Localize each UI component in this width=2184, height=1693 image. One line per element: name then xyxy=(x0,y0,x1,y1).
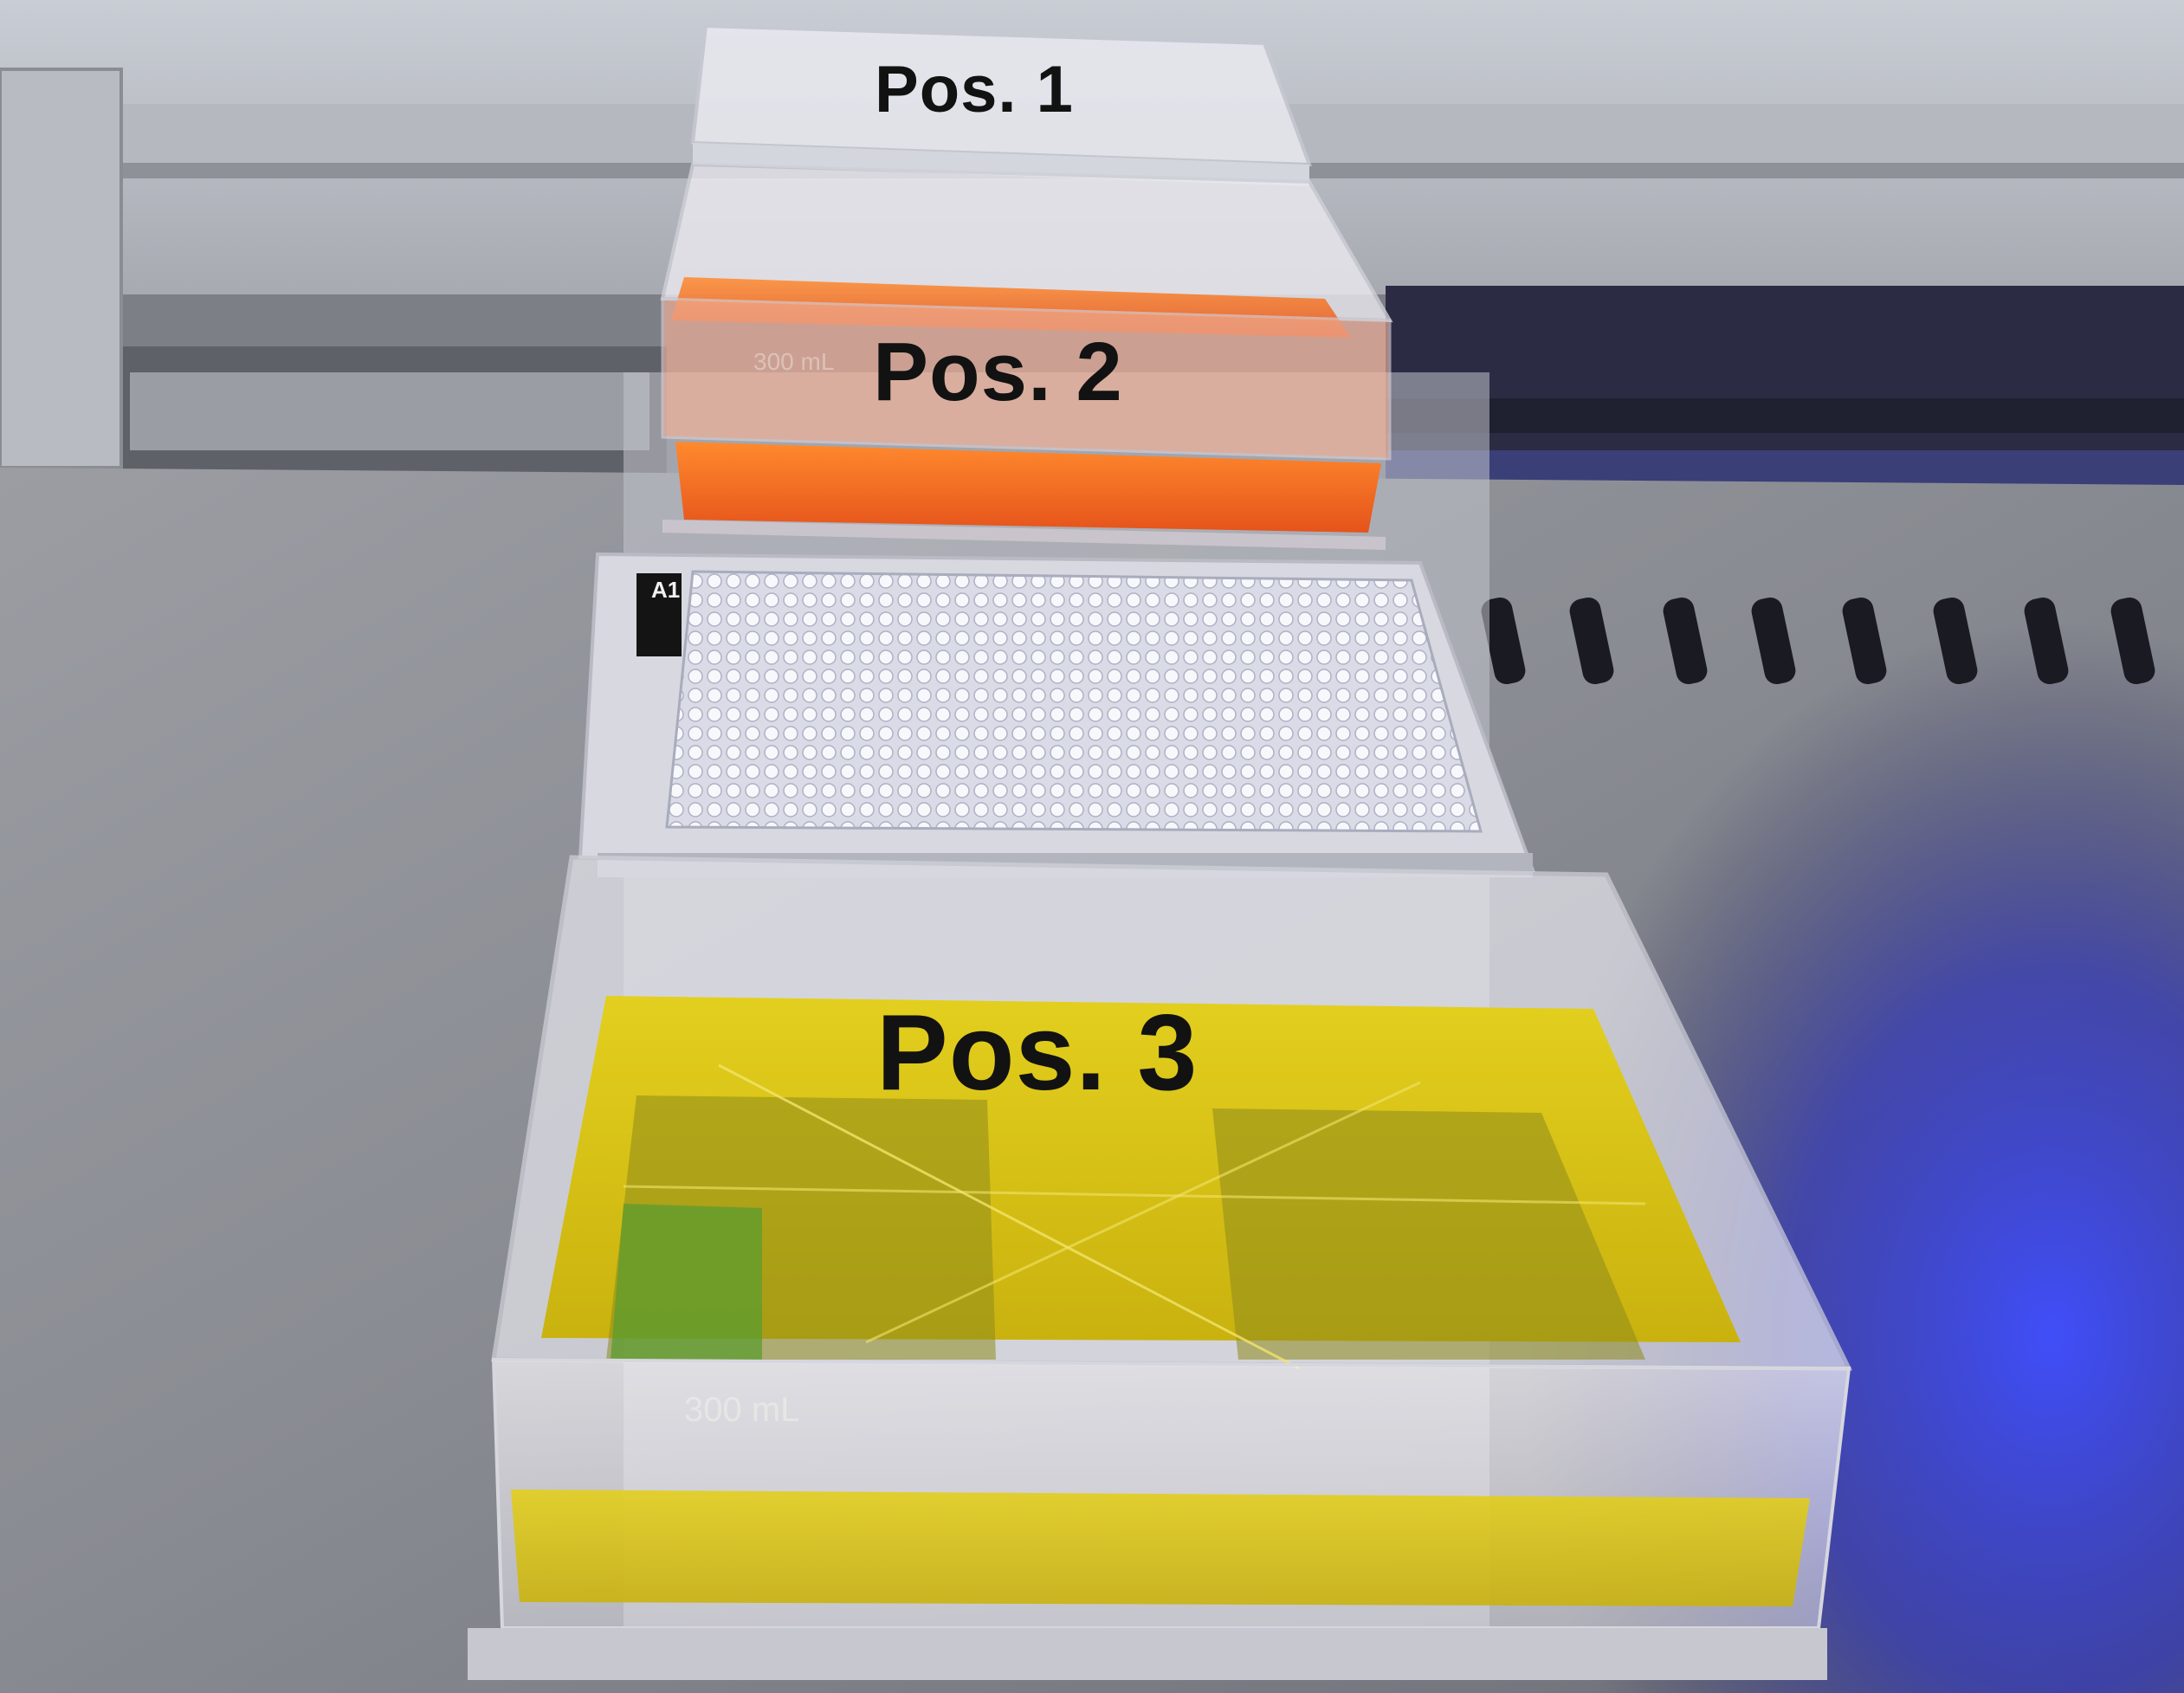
position-label-3: Pos. 3 xyxy=(876,993,1199,1113)
left-rail-inner xyxy=(130,372,649,450)
reservoir-pos2 xyxy=(660,162,1393,550)
plate-corner-marking: A1 xyxy=(651,577,681,603)
position-label-2: Pos. 2 xyxy=(873,326,1123,418)
left-bracket xyxy=(0,68,123,469)
reservoir3-volume-marking: 300 mL xyxy=(684,1391,800,1429)
reservoir-pos3 xyxy=(468,855,1853,1680)
position-label-1: Pos. 1 xyxy=(875,53,1074,126)
deck-clamps xyxy=(1481,597,2155,685)
microplate-384 xyxy=(578,552,1535,877)
reservoir2-volume-marking: 300 mL xyxy=(753,348,835,375)
reservoir-pos1 xyxy=(690,23,1312,186)
track-strip xyxy=(1386,398,2184,433)
